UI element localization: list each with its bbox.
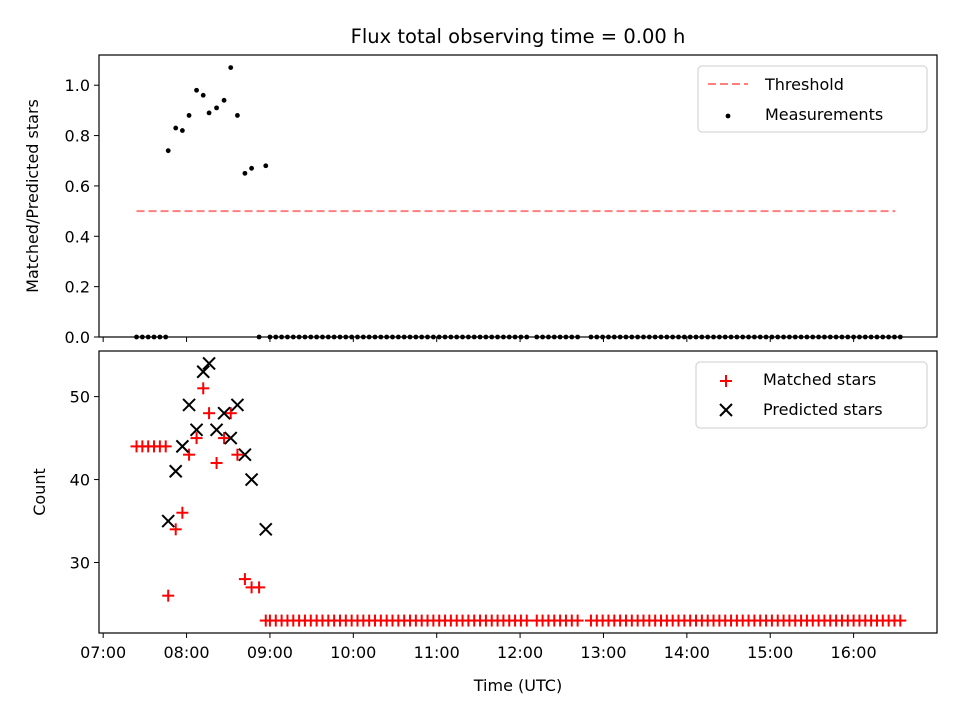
count-y-tick-label: 50 — [70, 388, 90, 407]
measurement-point — [200, 92, 206, 98]
measurement-point — [242, 170, 248, 176]
ratio-y-tick-label: 0.4 — [65, 227, 90, 246]
predicted-star-point — [189, 423, 204, 437]
matched-star-point — [197, 382, 210, 395]
measurements-legend-label: Measurements — [765, 105, 883, 124]
count-legend-box — [695, 361, 928, 429]
ratio-legend: Threshold Measurements — [697, 65, 928, 133]
count-y-axis-label: Count — [30, 468, 49, 516]
predicted-star-point — [230, 398, 245, 412]
measurement-point — [206, 110, 212, 116]
measurement-point — [249, 165, 254, 171]
x-tick-label: 09:00 — [247, 643, 293, 662]
matched-star-point — [571, 614, 584, 627]
measurement-point — [263, 163, 269, 169]
count-y-tick-label: 40 — [70, 471, 90, 490]
predicted-legend-label: Predicted stars — [763, 400, 883, 419]
matched-star-point — [231, 448, 244, 461]
matched-star-point — [190, 432, 203, 445]
matched-star-point — [224, 407, 237, 420]
matched-star-point — [894, 614, 907, 627]
matched-legend-label: Matched stars — [763, 370, 876, 389]
predicted-star-point — [259, 522, 273, 537]
predicted-star-point — [244, 472, 259, 487]
predicted-star-point — [161, 514, 175, 528]
x-tick-label: 12:00 — [497, 643, 543, 662]
x-axis-label: Time (UTC) — [473, 676, 562, 695]
x-tick-label: 15:00 — [747, 643, 793, 662]
count-y-ticks: 30 40 50 — [70, 388, 99, 573]
count-marks — [130, 356, 907, 627]
matched-star-point — [218, 432, 231, 445]
matched-star-point — [238, 573, 251, 586]
x-tick-label: 14:00 — [664, 643, 710, 662]
predicted-legend-swatch — [719, 403, 733, 417]
matched-star-point — [159, 440, 172, 453]
matched-star-point — [176, 506, 189, 519]
x-tick-label: 13:00 — [580, 643, 626, 662]
predicted-star-point — [182, 398, 196, 412]
measurement-point — [194, 87, 199, 93]
ratio-legend-box — [697, 65, 928, 133]
x-tick-label: 11:00 — [414, 643, 460, 662]
count-legend: Matched stars Predicted stars — [695, 361, 928, 429]
measurement-point — [214, 105, 219, 111]
ratio-y-tick-label: 0.6 — [65, 177, 90, 196]
predicted-star-point — [202, 356, 216, 371]
count-axes: 30 40 50 07:00 08:00 09:00 10:00 11:00 12:00 13:… — [30, 350, 938, 695]
ratio-y-tick-label: 0.0 — [65, 328, 90, 347]
predicted-star-point — [238, 447, 252, 462]
ratio-y-ticks: 0.0 0.2 0.4 0.6 0.8 1.0 — [65, 76, 99, 347]
measurement-point — [173, 125, 179, 131]
ratio-y-tick-label: 0.2 — [65, 278, 90, 297]
x-tick-label: 10:00 — [330, 643, 376, 662]
count-axes-frame — [98, 350, 938, 634]
measurement-point — [179, 128, 185, 133]
measurement-point — [221, 97, 227, 103]
matched-star-point — [253, 581, 266, 594]
ratio-x-ticks — [102, 337, 855, 342]
ratio-axes: 0.0 0.2 0.4 0.6 0.8 1.0 Matched/Predicted sta… — [23, 54, 938, 347]
x-tick-label: 16:00 — [831, 643, 877, 662]
matched-star-point — [203, 407, 216, 420]
matched-star-point — [162, 589, 175, 602]
matched-star-point — [210, 456, 223, 469]
count-x-ticks: 07:00 08:00 09:00 10:00 11:00 12:00 13:00 14:00… — [80, 633, 877, 662]
predicted-star-point — [224, 431, 238, 445]
measurement-point — [186, 113, 192, 118]
chart-title: Flux total observing time = 0.00 h — [351, 25, 686, 48]
count-y-tick-label: 30 — [70, 554, 90, 573]
matched-star-point — [183, 448, 196, 461]
threshold-legend-label: Threshold — [764, 75, 844, 94]
predicted-star-point — [169, 464, 183, 478]
x-tick-label: 07:00 — [80, 643, 126, 662]
matched-legend-swatch — [720, 375, 732, 387]
ratio-y-tick-label: 0.8 — [65, 127, 90, 146]
predicted-star-point — [209, 423, 224, 437]
matched-star-point — [169, 523, 182, 536]
measurements-legend-swatch — [725, 113, 731, 119]
ratio-axes-frame — [98, 54, 938, 338]
matched-star-point — [520, 614, 533, 627]
ratio-y-axis-label: Matched/Predicted stars — [23, 99, 42, 293]
measurement-point — [235, 113, 240, 118]
x-tick-label: 08:00 — [163, 643, 209, 662]
ratio-y-tick-label: 1.0 — [65, 76, 90, 95]
predicted-star-point — [175, 439, 190, 454]
measurement-point — [165, 148, 171, 154]
predicted-star-point — [217, 406, 231, 420]
measurement-point — [228, 65, 234, 70]
ratio-marks — [134, 65, 903, 340]
predicted-star-point — [196, 365, 210, 379]
